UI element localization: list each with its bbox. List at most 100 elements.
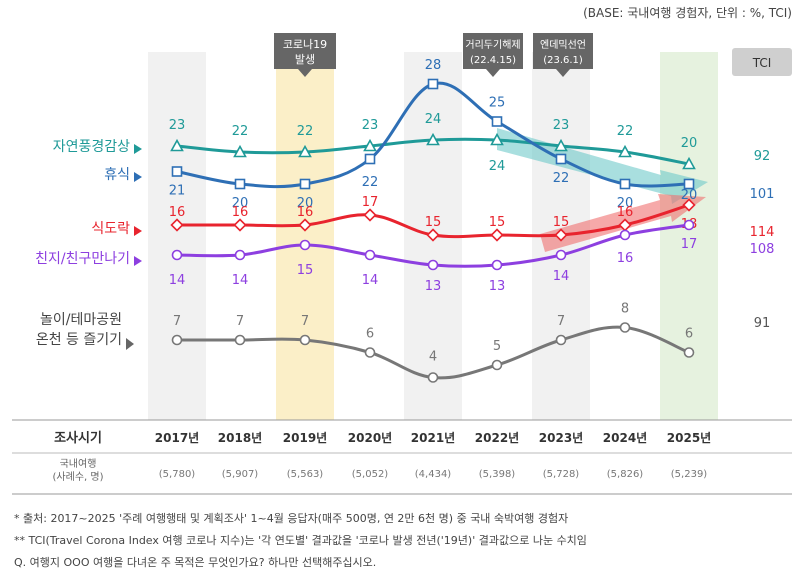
base-note: (BASE: 국내여행 경험자, 단위 : %, TCI): [583, 6, 792, 20]
point-friends-1: [234, 249, 246, 261]
data-label-play-4: 4: [429, 350, 437, 365]
point-rest-2: [299, 178, 311, 190]
x-tick-label-0: 2017년: [155, 431, 199, 445]
point-nature-0: [170, 138, 184, 152]
point-rest-7: [619, 178, 631, 190]
data-label-nature-2: 22: [297, 124, 314, 139]
point-play-0: [171, 334, 183, 346]
data-label-rest-1: 20: [232, 196, 249, 211]
tci-header-box: [732, 48, 792, 76]
data-label-nature-0: 23: [169, 118, 186, 133]
data-label-rest-6: 22: [553, 171, 570, 186]
point-play-3: [364, 347, 376, 358]
point-nature-2: [298, 144, 312, 158]
series-name-nature: 자연풍경감상: [53, 139, 130, 155]
point-rest-0: [171, 166, 183, 177]
point-friends-8: [683, 219, 695, 231]
point-food-2: [298, 218, 312, 232]
data-label-play-2: 7: [301, 314, 309, 329]
data-label-nature-3: 23: [362, 118, 379, 133]
series-arrow-friends: [134, 256, 142, 266]
point-nature-7: [618, 144, 632, 158]
series-name-friends: 친지/친구만나기: [35, 251, 130, 267]
sample-size-0: (5,780): [159, 469, 196, 480]
point-rest-6: [555, 153, 567, 165]
sample-size-8: (5,239): [671, 469, 708, 480]
data-label-rest-4: 28: [425, 58, 442, 73]
data-label-play-1: 7: [236, 314, 244, 329]
event-callout-2: [533, 33, 593, 69]
event-label-1-0: 거리두기해제: [465, 38, 520, 51]
data-label-friends-3: 14: [362, 273, 379, 288]
point-friends-5: [491, 259, 503, 271]
series-arrow-rest: [134, 172, 142, 182]
data-label-rest-8: 20: [681, 188, 698, 203]
data-label-friends-5: 13: [489, 279, 506, 294]
data-label-play-7: 8: [621, 302, 629, 317]
series-arrow-play: [126, 338, 134, 350]
data-label-food-4: 15: [425, 215, 442, 230]
data-label-food-1: 16: [232, 205, 249, 220]
sample-size-1: (5,907): [222, 469, 259, 480]
data-label-friends-7: 16: [617, 251, 634, 266]
point-rest-1: [234, 178, 246, 190]
point-play-7: [619, 322, 631, 333]
event-callout-1: [463, 33, 523, 69]
event-callout-0: [274, 33, 336, 69]
data-label-nature-4: 24: [425, 112, 442, 127]
point-friends-7: [619, 229, 631, 241]
tci-value-food: 114: [750, 225, 775, 240]
point-play-6: [555, 334, 567, 346]
data-label-friends-0: 14: [169, 273, 186, 288]
sample-label-0: 국내여행: [60, 458, 97, 470]
x-tick-label-3: 2020년: [348, 431, 392, 445]
point-friends-3: [364, 249, 376, 261]
data-label-play-8: 6: [685, 327, 693, 342]
data-label-play-6: 7: [557, 314, 565, 329]
point-food-4: [426, 228, 440, 242]
x-tick-label-8: 2025년: [667, 431, 711, 445]
sample-size-4: (4,434): [415, 469, 452, 480]
x-tick-label-4: 2021년: [411, 431, 455, 445]
point-food-6: [554, 228, 568, 242]
data-label-nature-7: 22: [617, 124, 634, 139]
data-label-rest-2: 20: [297, 196, 314, 211]
series-arrow-nature: [134, 144, 142, 154]
sample-size-7: (5,826): [607, 469, 644, 480]
column-band-2: [276, 52, 334, 420]
data-label-friends-1: 14: [232, 273, 249, 288]
point-nature-5: [490, 132, 504, 146]
data-label-food-2: 16: [297, 205, 314, 220]
column-band-8: [660, 52, 718, 420]
event-label-2-1: (23.6.1): [543, 55, 583, 66]
data-label-food-3: 17: [362, 195, 379, 210]
point-play-2: [299, 334, 311, 346]
data-label-nature-5: 24: [489, 159, 506, 174]
data-label-play-3: 6: [366, 327, 374, 342]
point-rest-8: [683, 178, 695, 190]
event-label-1-1: (22.4.15): [470, 55, 516, 66]
data-label-nature-8: 20: [681, 136, 698, 151]
data-label-food-5: 15: [489, 215, 506, 230]
x-tick-label-7: 2024년: [603, 431, 647, 445]
x-tick-label-2: 2019년: [283, 431, 327, 445]
footnote-2: Q. 여행지 OOO 여행을 다녀온 주 목적은 무엇인가요? 하나만 선택해주…: [14, 555, 376, 569]
point-food-5: [490, 228, 504, 242]
point-nature-8: [682, 156, 696, 170]
data-label-rest-5: 25: [489, 96, 506, 111]
point-food-1: [233, 218, 247, 232]
data-label-play-0: 7: [173, 314, 181, 329]
point-food-8: [682, 198, 696, 212]
point-friends-4: [427, 259, 439, 271]
data-label-nature-1: 22: [232, 124, 249, 139]
event-callout-pointer-1: [486, 69, 500, 77]
tci-value-rest: 101: [750, 187, 775, 202]
event-label-2-0: 엔데믹선언: [540, 39, 586, 51]
data-label-friends-4: 13: [425, 279, 442, 294]
data-label-rest-3: 22: [362, 175, 379, 190]
point-food-3: [363, 208, 377, 222]
event-callout-pointer-0: [298, 69, 312, 77]
table-header: 조사시기: [54, 430, 102, 446]
point-nature-6: [554, 138, 568, 152]
